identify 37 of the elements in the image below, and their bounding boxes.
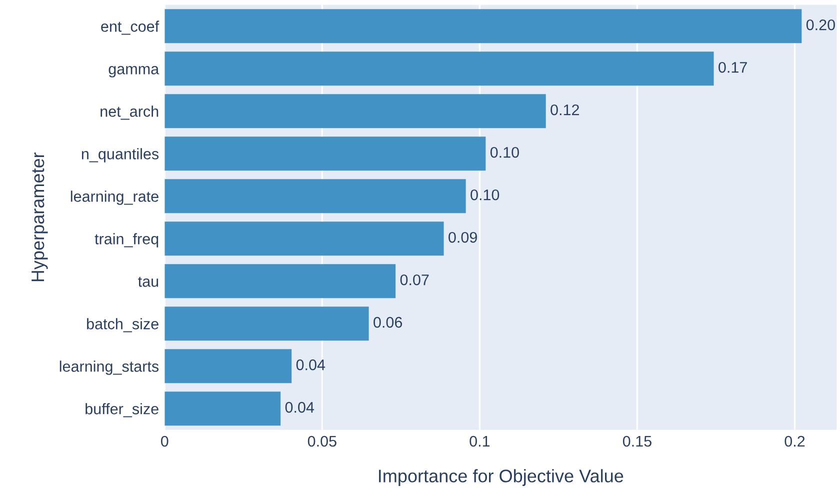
bar bbox=[164, 94, 546, 128]
y-tick-label: n_quantiles bbox=[82, 148, 159, 162]
data-label: 0.10 bbox=[470, 189, 500, 200]
y-tick-label: ent_coef bbox=[101, 20, 160, 35]
x-tick-label: 0 bbox=[160, 436, 168, 447]
y-axis-title: Hyperparameter bbox=[32, 152, 48, 282]
y-tick-label: tau bbox=[138, 276, 158, 287]
bar bbox=[164, 222, 444, 256]
data-label: 0.20 bbox=[806, 19, 835, 30]
y-tick-label: learning_rate bbox=[70, 190, 158, 205]
bar bbox=[164, 52, 714, 86]
x-tick-label: 0.2 bbox=[784, 436, 805, 447]
data-label: 0.06 bbox=[374, 316, 402, 328]
data-label: 0.04 bbox=[285, 402, 314, 413]
bar bbox=[164, 179, 466, 214]
x-axis-title: Importance for Objective Value bbox=[379, 469, 624, 486]
x-tick-label: 0.05 bbox=[308, 436, 336, 447]
data-label: 0.07 bbox=[400, 274, 429, 286]
y-tick-label: gamma bbox=[108, 66, 160, 78]
data-label: 0.12 bbox=[550, 104, 579, 116]
bar bbox=[164, 136, 486, 171]
y-tick-label: buffer_size bbox=[86, 403, 158, 418]
bar bbox=[164, 264, 396, 298]
x-tick-label: 0.15 bbox=[622, 436, 652, 447]
bar bbox=[164, 392, 281, 426]
data-label: 0.04 bbox=[296, 359, 326, 370]
data-label: 0.09 bbox=[448, 232, 477, 243]
y-tick-label: learning_starts bbox=[60, 360, 159, 375]
bar bbox=[164, 306, 369, 341]
x-tick-label: 0.1 bbox=[470, 436, 490, 447]
y-tick-label: train_freq bbox=[94, 233, 158, 248]
y-tick-label: net_arch bbox=[100, 106, 158, 120]
data-label: 0.17 bbox=[718, 62, 747, 73]
data-label: 0.10 bbox=[490, 146, 519, 158]
y-tick-label: batch_size bbox=[87, 318, 158, 332]
bar bbox=[164, 349, 292, 384]
bar bbox=[164, 9, 802, 44]
